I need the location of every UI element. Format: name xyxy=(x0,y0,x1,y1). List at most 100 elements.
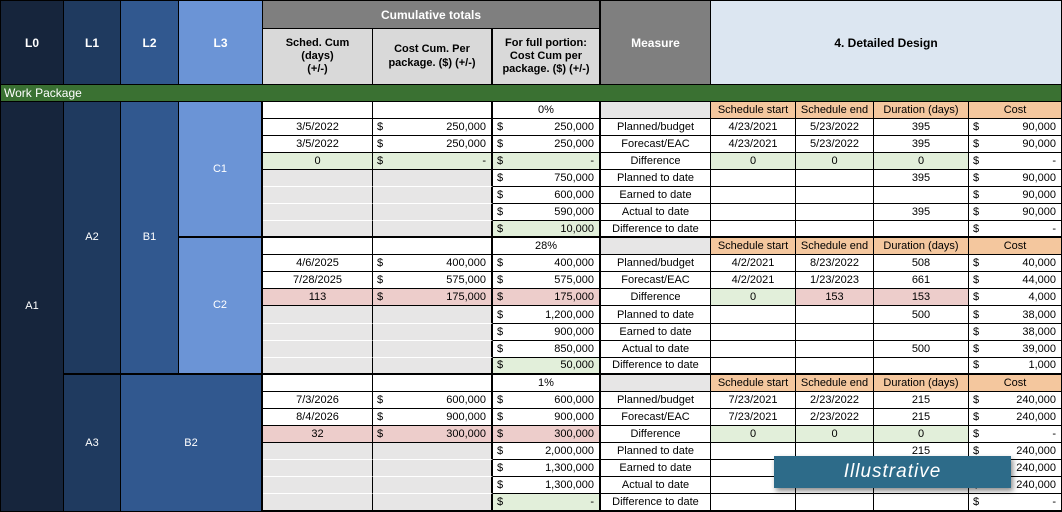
cell-C1-cost-r6[interactable]: $90,000 xyxy=(969,204,1061,222)
cell-C2-cost-cum-top[interactable] xyxy=(373,238,493,256)
cell-C2-sched-end-r1[interactable]: 8/23/2022 xyxy=(796,255,874,273)
cell-B2-detail-header-sched-start[interactable]: Schedule start xyxy=(711,374,796,392)
header-sched-cum[interactable]: Sched. Cum (days) (+/-) xyxy=(263,29,373,84)
cell-C2-full-portion-r1[interactable]: $400,000 xyxy=(493,255,601,273)
header-measure[interactable]: Measure xyxy=(601,1,711,85)
cell-B2-sched-cum-r3[interactable]: 32 xyxy=(263,425,373,443)
cell-C2-cost-cum-r5[interactable] xyxy=(373,323,493,341)
cell-C2-measure-r7[interactable]: Difference to date xyxy=(601,357,711,375)
cell-C1-full-portion-r2[interactable]: $250,000 xyxy=(493,136,601,154)
cell-C1-sched-end-r6[interactable] xyxy=(796,204,874,222)
cell-C1-measure-r1[interactable]: Planned/budget xyxy=(601,119,711,137)
cell-C1-sched-start-r4[interactable] xyxy=(711,170,796,188)
cell-C1-full-portion-r7[interactable]: $10,000 xyxy=(493,221,601,239)
cell-B2-cost-cum-r1[interactable]: $600,000 xyxy=(373,391,493,409)
hierarchy-cell-b2[interactable]: B2 xyxy=(121,374,263,511)
cell-C2-sched-cum-r3[interactable]: 113 xyxy=(263,289,373,307)
cell-C1-full-portion-r4[interactable]: $750,000 xyxy=(493,170,601,188)
cell-C2-full-portion-r2[interactable]: $575,000 xyxy=(493,272,601,290)
cell-C1-duration-r6[interactable]: 395 xyxy=(874,204,969,222)
cell-B2-measure-r3[interactable]: Difference xyxy=(601,425,711,443)
header-l3[interactable]: L3 xyxy=(179,1,263,85)
cell-C2-detail-header-sched-start[interactable]: Schedule start xyxy=(711,238,796,256)
header-l1[interactable]: L1 xyxy=(64,1,121,85)
cell-C2-sched-end-r7[interactable] xyxy=(796,357,874,375)
header-cost-cum[interactable]: Cost Cum. Per package. ($) (+/-) xyxy=(373,29,493,84)
cell-C2-full-portion-r6[interactable]: $850,000 xyxy=(493,340,601,358)
cell-C1-duration-r3[interactable]: 0 xyxy=(874,153,969,171)
cell-C2-sched-start-r6[interactable] xyxy=(711,340,796,358)
cell-C1-sched-start-r7[interactable] xyxy=(711,221,796,239)
cell-C2-measure-r4[interactable]: Planned to date xyxy=(601,306,711,324)
cell-B2-full-portion-r5[interactable]: $1,300,000 xyxy=(493,459,601,477)
cell-C2-duration-r4[interactable]: 500 xyxy=(874,306,969,324)
cell-C2-measure-r2[interactable]: Forecast/EAC xyxy=(601,272,711,290)
cell-C2-sched-start-r2[interactable]: 4/2/2021 xyxy=(711,272,796,290)
cell-C2-sched-cum-r7[interactable] xyxy=(263,357,373,375)
cell-C2-duration-r3[interactable]: 153 xyxy=(874,289,969,307)
cell-B2-sched-cum-r1[interactable]: 7/3/2026 xyxy=(263,391,373,409)
cell-B2-sched-start-r4[interactable] xyxy=(711,442,796,460)
cell-C1-sched-start-r3[interactable]: 0 xyxy=(711,153,796,171)
cell-B2-measure-r7[interactable]: Difference to date xyxy=(601,493,711,511)
cell-C1-sched-cum-r1[interactable]: 3/5/2022 xyxy=(263,119,373,137)
cell-B2-full-portion-r4[interactable]: $2,000,000 xyxy=(493,442,601,460)
cell-C1-sched-cum-r6[interactable] xyxy=(263,204,373,222)
cell-C2-cost-r3[interactable]: $4,000 xyxy=(969,289,1061,307)
cell-C2-cost-cum-r6[interactable] xyxy=(373,340,493,358)
cell-C1-full-portion-r5[interactable]: $600,000 xyxy=(493,187,601,205)
header-l0[interactable]: L0 xyxy=(1,1,64,85)
cell-C2-sched-cum-r2[interactable]: 7/28/2025 xyxy=(263,272,373,290)
cell-C1-cost-r3[interactable]: $ - xyxy=(969,153,1061,171)
cell-C2-cost-cum-r3[interactable]: $175,000 xyxy=(373,289,493,307)
cell-B2-sched-end-r1[interactable]: 2/23/2022 xyxy=(796,391,874,409)
cell-C1-cost-r4[interactable]: $90,000 xyxy=(969,170,1061,188)
cell-C1-sched-cum-r2[interactable]: 3/5/2022 xyxy=(263,136,373,154)
cell-C2-cost-r2[interactable]: $44,000 xyxy=(969,272,1061,290)
cell-C2-cost-cum-r7[interactable] xyxy=(373,357,493,375)
cell-B2-measure-top[interactable] xyxy=(601,374,711,392)
cell-C1-duration-r4[interactable]: 395 xyxy=(874,170,969,188)
cell-B2-duration-r7[interactable] xyxy=(874,493,969,511)
cell-C2-measure-r1[interactable]: Planned/budget xyxy=(601,255,711,273)
cell-C1-sched-cum-r5[interactable] xyxy=(263,187,373,205)
cell-C2-cost-cum-r2[interactable]: $575,000 xyxy=(373,272,493,290)
cell-C2-duration-r7[interactable] xyxy=(874,357,969,375)
cell-C1-sched-end-r4[interactable] xyxy=(796,170,874,188)
cell-C2-measure-r5[interactable]: Earned to date xyxy=(601,323,711,341)
cell-C1-sched-cum-r7[interactable] xyxy=(263,221,373,239)
cell-C2-cost-r7[interactable]: $1,000 xyxy=(969,357,1061,375)
cell-B2-full-portion-r3[interactable]: $300,000 xyxy=(493,425,601,443)
cell-C2-cost-r4[interactable]: $38,000 xyxy=(969,306,1061,324)
hierarchy-cell-a2[interactable]: A2 xyxy=(64,102,121,375)
cell-B2-cost-cum-r5[interactable] xyxy=(373,459,493,477)
cell-B2-sched-cum-r5[interactable] xyxy=(263,459,373,477)
cell-B2-duration-r1[interactable]: 215 xyxy=(874,391,969,409)
cell-C1-duration-r7[interactable] xyxy=(874,221,969,239)
header-l2[interactable]: L2 xyxy=(121,1,179,85)
header-detailed-design[interactable]: 4. Detailed Design xyxy=(711,1,1061,85)
cell-C1-sched-cum-top[interactable] xyxy=(263,102,373,120)
cell-C1-duration-r1[interactable]: 395 xyxy=(874,119,969,137)
cell-C2-sched-cum-top[interactable] xyxy=(263,238,373,256)
cell-C1-full-portion-r3[interactable]: $ - xyxy=(493,153,601,171)
cell-C2-cost-r5[interactable]: $38,000 xyxy=(969,323,1061,341)
cell-C2-sched-start-r1[interactable]: 4/2/2021 xyxy=(711,255,796,273)
hierarchy-cell-b1[interactable]: B1 xyxy=(121,102,179,375)
cell-C2-sched-end-r2[interactable]: 1/23/2023 xyxy=(796,272,874,290)
hierarchy-cell-a1[interactable]: A1 xyxy=(1,102,64,511)
cell-C1-duration-r5[interactable] xyxy=(874,187,969,205)
cell-C1-sched-end-r3[interactable]: 0 xyxy=(796,153,874,171)
cell-C1-measure-r6[interactable]: Actual to date xyxy=(601,204,711,222)
cell-B2-sched-start-r3[interactable]: 0 xyxy=(711,425,796,443)
cell-B2-cost-cum-r7[interactable] xyxy=(373,493,493,511)
cell-B2-sched-cum-r6[interactable] xyxy=(263,476,373,494)
cell-B2-percent-complete[interactable]: 1% xyxy=(493,374,601,392)
cell-C2-sched-end-r3[interactable]: 153 xyxy=(796,289,874,307)
cell-C1-cost-cum-top[interactable] xyxy=(373,102,493,120)
cell-C1-detail-header-cost[interactable]: Cost xyxy=(969,102,1061,120)
cell-C2-full-portion-r3[interactable]: $175,000 xyxy=(493,289,601,307)
cell-B2-cost-r1[interactable]: $240,000 xyxy=(969,391,1061,409)
cell-B2-measure-r5[interactable]: Earned to date xyxy=(601,459,711,477)
cell-C2-cost-cum-r4[interactable] xyxy=(373,306,493,324)
